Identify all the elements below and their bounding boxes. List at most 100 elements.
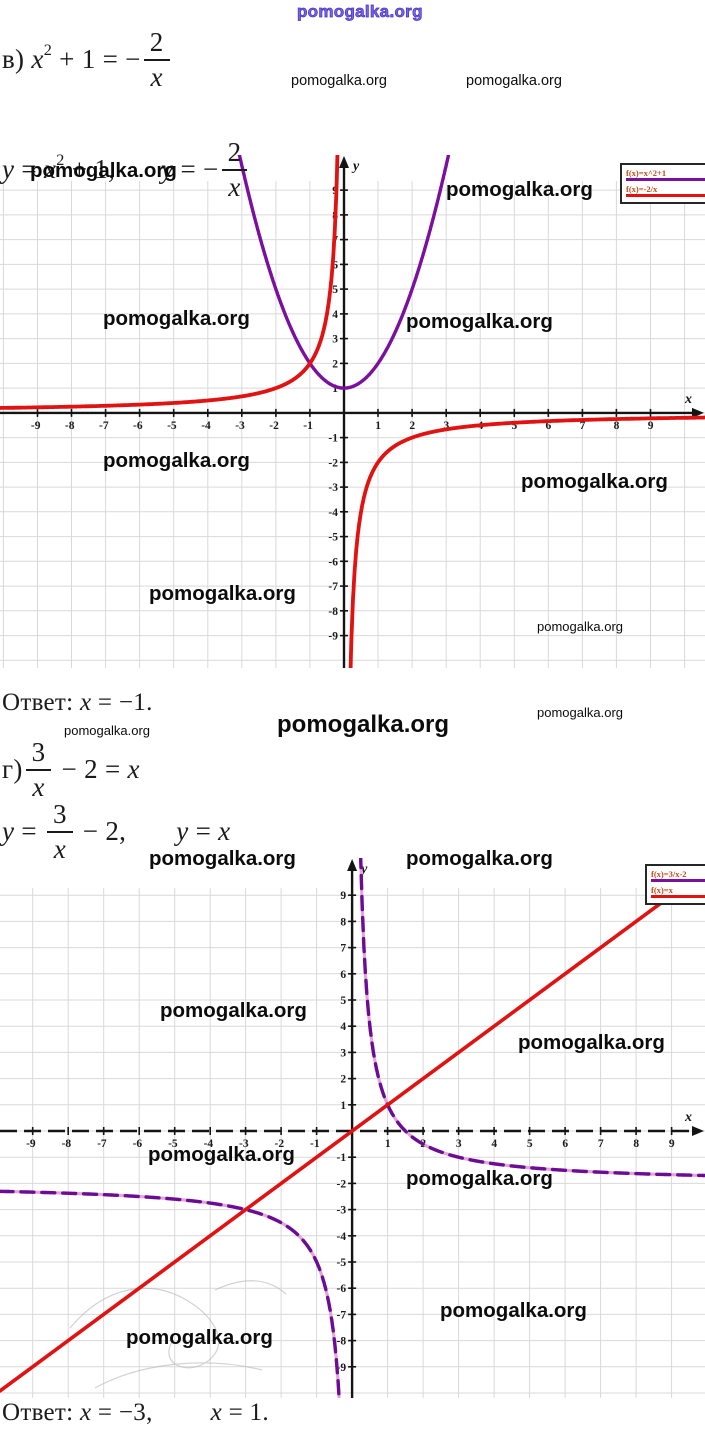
scan-artifact-scribble [69, 1280, 287, 1389]
svg-text:6: 6 [546, 420, 552, 432]
math-text: = −3, [91, 1399, 153, 1426]
svg-text:-8: -8 [62, 1138, 72, 1150]
svg-text:-7: -7 [97, 1138, 107, 1150]
math-text: = −1. [91, 689, 153, 716]
svg-text:-7: -7 [337, 1309, 347, 1321]
watermark: pomogalka.org [518, 1031, 665, 1054]
exponent: 2 [56, 151, 65, 170]
svg-text:-6: -6 [337, 1283, 347, 1295]
axes [0, 859, 704, 1398]
watermark: pomogalka.org [291, 73, 387, 89]
math-text: = − [173, 154, 219, 184]
svg-text:7: 7 [580, 420, 586, 432]
watermark: pomogalka.org [148, 1143, 295, 1166]
curve-f(x)=3/x-2 [0, 858, 705, 1398]
math-text: = [14, 154, 44, 184]
fraction-denominator: x [32, 772, 45, 802]
svg-text:1: 1 [375, 420, 381, 432]
svg-text:8: 8 [340, 916, 346, 928]
watermark: pomogalka.org [103, 449, 250, 472]
tick-labels: -9 -8 -7 -6 -5 -4 -3 -2 -1 1 2 3 4 5 6 7 8 9 -9 -8 -7 -6 -5 -4 -… [26, 890, 675, 1374]
svg-text:-9: -9 [328, 631, 338, 643]
svg-text:-6: -6 [328, 556, 338, 568]
svg-text:7: 7 [340, 943, 346, 955]
tick-labels: -9 -8 -7 -6 -5 -4 -3 -2 -1 1 2 3 4 5 6 7 8 9 -9 -8 -7 -6 -5 -4 -… [31, 185, 654, 642]
fraction-denominator: x [228, 172, 241, 202]
legend-label: f(x)=x [651, 885, 673, 896]
math-text: x [218, 816, 231, 846]
math-text: = 1. [222, 1399, 269, 1426]
svg-text:-5: -5 [328, 532, 338, 544]
watermark: pomogalka.org [64, 723, 150, 738]
math-text: г) [2, 754, 23, 784]
svg-text:3: 3 [332, 334, 338, 346]
watermark: pomogalka.org [521, 470, 668, 493]
svg-text:9: 9 [669, 1138, 675, 1150]
watermark: pomogalka.org [537, 619, 623, 634]
watermark: pomogalka.org [446, 178, 593, 201]
svg-text:-5: -5 [337, 1257, 347, 1269]
svg-text:-1: -1 [303, 420, 313, 432]
svg-text:y: y [359, 862, 368, 877]
svg-text:7: 7 [598, 1138, 604, 1150]
watermark: pomogalka.org [103, 307, 250, 330]
svg-text:-7: -7 [328, 581, 338, 593]
svg-text:2: 2 [409, 420, 415, 432]
fraction-denominator: x [53, 834, 66, 864]
fraction-denominator: x [150, 62, 163, 92]
svg-text:-7: -7 [99, 420, 109, 432]
svg-text:-9: -9 [31, 420, 41, 432]
curve-f(x)=-2/x [0, 155, 705, 668]
svg-text:-2: -2 [328, 457, 338, 469]
svg-text:x: x [684, 392, 692, 407]
graph-g-legend: f(x)=3/x-2 f(x)=x [645, 864, 705, 906]
svg-text:4: 4 [332, 309, 338, 321]
fraction-numerator: 3 [46, 800, 73, 833]
svg-text:8: 8 [633, 1138, 639, 1150]
math-text: y [161, 154, 174, 184]
svg-text:-1: -1 [328, 433, 338, 445]
legend-label: f(x)=-2/x [626, 184, 658, 195]
svg-text:-9: -9 [337, 1362, 347, 1374]
watermark: pomogalka.org [30, 159, 177, 182]
svg-text:5: 5 [527, 1138, 533, 1150]
legend-color-bar [651, 879, 705, 883]
legend-color-bar [651, 895, 705, 899]
watermark: pomogalka.org [406, 310, 553, 333]
exponent: 2 [43, 41, 53, 60]
svg-text:9: 9 [648, 420, 654, 432]
svg-text:3: 3 [340, 1047, 346, 1059]
watermark: pomogalka.org [160, 999, 307, 1022]
svg-text:-3: -3 [337, 1205, 347, 1217]
svg-text:3: 3 [456, 1138, 462, 1150]
math-text: x [79, 689, 92, 716]
curve-f(x)=x^2+1 [237, 155, 451, 390]
graph-v-canvas: -9 -8 -7 -6 -5 -4 -3 -2 -1 1 2 3 4 5 6 7 8 9 -9 -8 -7 -6 -5 -4 -… [0, 155, 705, 668]
math-text: x [43, 154, 57, 184]
watermark: pomogalka.org [440, 1299, 587, 1322]
svg-text:5: 5 [332, 284, 338, 296]
math-text: − 2 = [54, 754, 128, 784]
svg-text:6: 6 [340, 969, 346, 981]
equation-answer-v: Ответ: x = −1. [2, 690, 153, 715]
svg-text:1: 1 [385, 1138, 391, 1150]
svg-text:9: 9 [340, 890, 346, 902]
svg-text:-3: -3 [239, 1138, 249, 1150]
watermark: pomogalka.org [466, 73, 562, 89]
svg-text:y: y [351, 159, 360, 174]
graph-v-legend: f(x)=x^2+1 f(x)=-2/x [620, 163, 705, 205]
math-text: − 2, [75, 816, 127, 846]
watermark: pomogalka.org [406, 847, 553, 870]
svg-text:1: 1 [340, 1100, 346, 1112]
axis-labels: xy [359, 862, 692, 1125]
equation-problem-g: г) 3 x − 2 = x [2, 738, 140, 801]
svg-text:6: 6 [332, 259, 338, 271]
axes [0, 156, 704, 668]
fraction-numerator: 2 [143, 28, 170, 61]
